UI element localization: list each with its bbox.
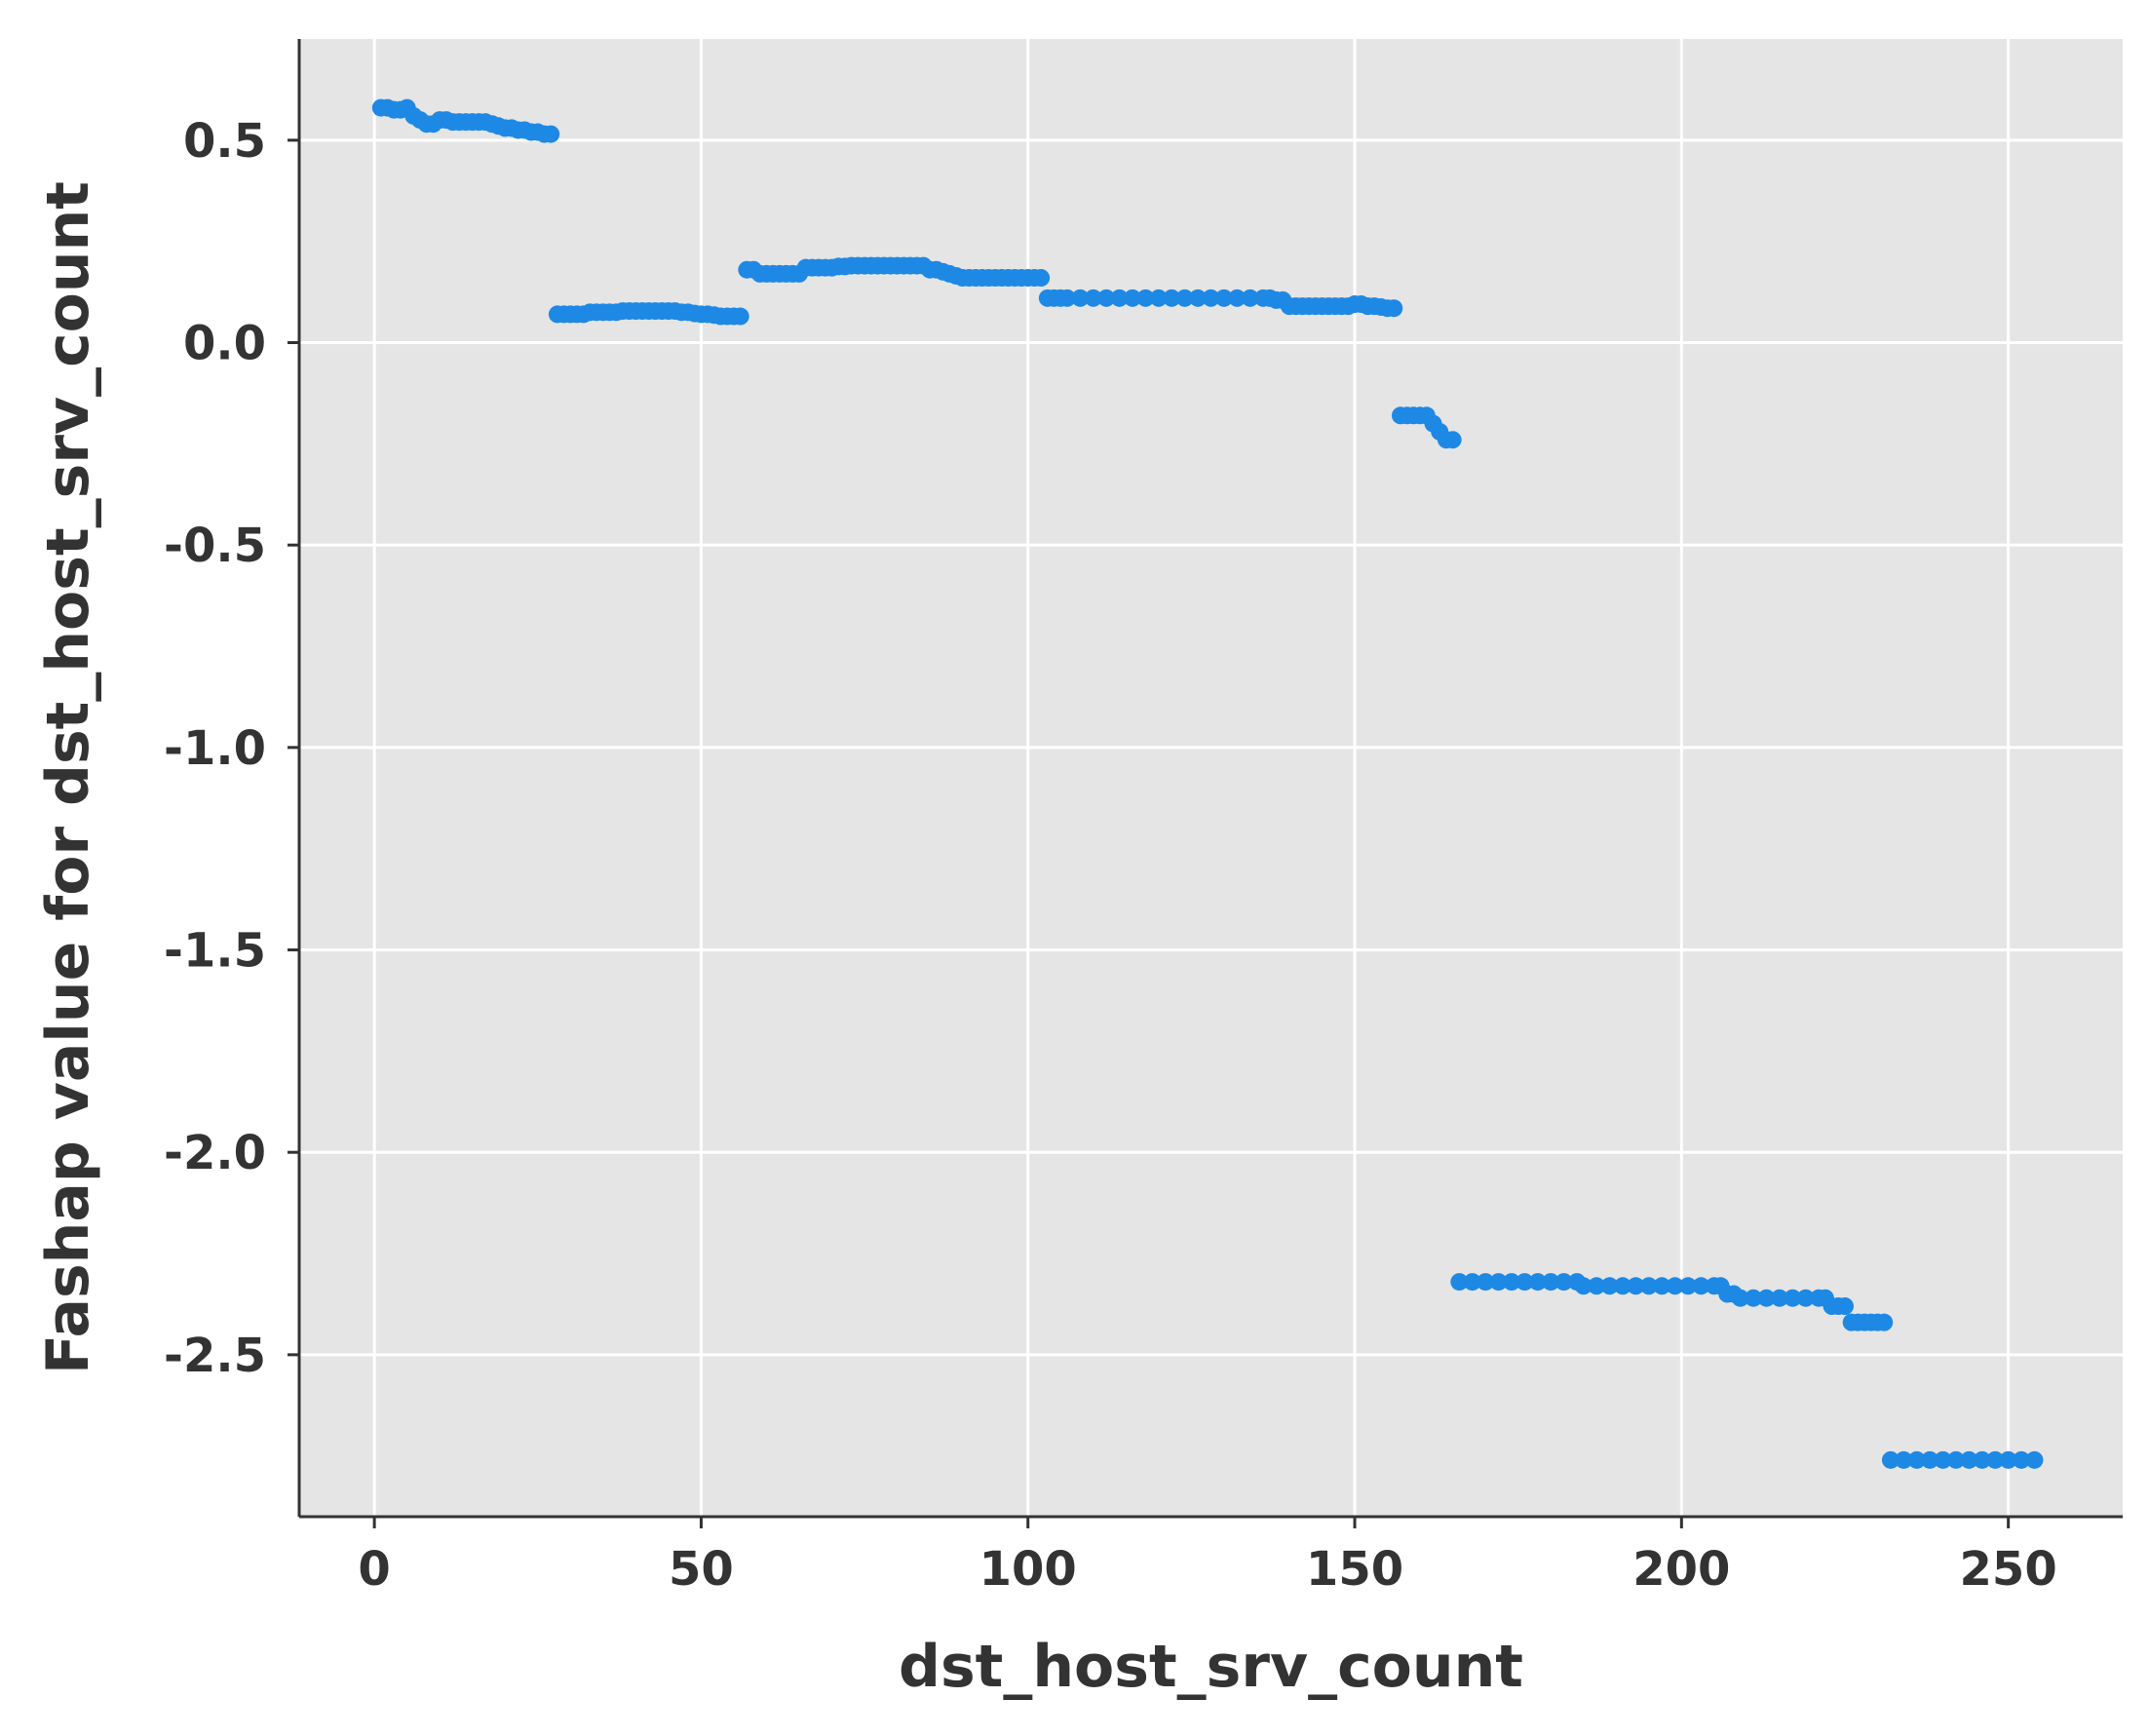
data-point xyxy=(1895,1450,1913,1469)
data-point xyxy=(1443,431,1462,449)
data-point xyxy=(1032,269,1051,288)
data-point xyxy=(1881,1450,1900,1469)
data-point xyxy=(1613,1277,1631,1295)
data-point xyxy=(1653,1277,1671,1295)
y-axis-ticks: 0.5 0.0 -0.5 -1.0 -1.5 -2.0 -2.5 xyxy=(164,114,299,1383)
data-point xyxy=(1875,1313,1894,1331)
data-point xyxy=(1960,1450,1978,1469)
data-point xyxy=(1528,1273,1547,1292)
data-point xyxy=(1385,299,1403,318)
y-tick-label: -2.0 xyxy=(164,1126,266,1180)
data-point xyxy=(1516,1273,1534,1292)
y-tick-label: -1.5 xyxy=(164,924,266,979)
data-point xyxy=(1600,1277,1619,1295)
data-point xyxy=(1757,1289,1776,1307)
data-point xyxy=(1627,1277,1645,1295)
x-axis-title: dst_host_srv_count xyxy=(899,1633,1523,1701)
data-point xyxy=(1770,1289,1788,1307)
data-point xyxy=(1679,1277,1698,1295)
data-point xyxy=(1097,289,1116,307)
data-point xyxy=(1110,289,1129,307)
y-tick-label: 0.0 xyxy=(183,317,266,371)
data-point xyxy=(1745,1289,1763,1307)
data-point xyxy=(1731,1289,1749,1307)
data-point xyxy=(1450,1273,1469,1292)
data-point xyxy=(1228,289,1247,307)
y-tick-label: 0.5 xyxy=(183,114,266,169)
data-point xyxy=(1463,1273,1481,1292)
y-axis-title: Fashap value for dst_host_srv_count xyxy=(34,181,102,1374)
data-point xyxy=(1835,1297,1854,1316)
data-point xyxy=(1574,1277,1593,1295)
data-point xyxy=(1639,1277,1658,1295)
data-point xyxy=(1554,1273,1573,1292)
x-axis-ticks: 0 50 100 150 200 250 xyxy=(358,1517,2057,1597)
data-point xyxy=(1489,1273,1508,1292)
data-point xyxy=(1057,289,1076,307)
data-point xyxy=(731,307,749,326)
data-point xyxy=(1784,1289,1802,1307)
x-tick-label: 200 xyxy=(1632,1542,1730,1597)
data-point xyxy=(1907,1450,1926,1469)
x-tick-label: 250 xyxy=(1960,1542,2057,1597)
data-points xyxy=(371,98,2044,1469)
data-point xyxy=(1986,1450,2005,1469)
data-point xyxy=(1084,289,1102,307)
data-point xyxy=(1502,1273,1520,1292)
data-point xyxy=(1163,289,1181,307)
data-point xyxy=(1921,1450,1939,1469)
x-tick-label: 50 xyxy=(669,1542,734,1597)
data-point xyxy=(2025,1450,2044,1469)
data-point xyxy=(1973,1450,1991,1469)
data-point xyxy=(1946,1450,1965,1469)
data-point xyxy=(1666,1277,1684,1295)
data-point xyxy=(1477,1273,1495,1292)
data-point xyxy=(1692,1277,1710,1295)
data-point xyxy=(1136,289,1155,307)
data-point xyxy=(1214,289,1233,307)
data-point xyxy=(1071,289,1090,307)
y-tick-label: -2.5 xyxy=(164,1329,266,1383)
data-point xyxy=(1796,1289,1815,1307)
x-tick-label: 0 xyxy=(358,1542,390,1597)
data-point xyxy=(1149,289,1168,307)
data-point xyxy=(1124,289,1142,307)
data-point xyxy=(1202,289,1220,307)
plot-area xyxy=(299,39,2123,1517)
x-tick-label: 150 xyxy=(1306,1542,1403,1597)
data-point xyxy=(1934,1450,1952,1469)
data-point xyxy=(1999,1450,2017,1469)
data-point xyxy=(1542,1273,1560,1292)
x-tick-label: 100 xyxy=(979,1542,1077,1597)
data-point xyxy=(1175,289,1194,307)
data-point xyxy=(1189,289,1208,307)
data-point xyxy=(2013,1450,2031,1469)
y-tick-label: -0.5 xyxy=(164,519,266,573)
data-point xyxy=(1588,1277,1606,1295)
data-point xyxy=(542,125,560,143)
y-tick-label: -1.0 xyxy=(164,721,266,776)
data-point xyxy=(1241,289,1259,307)
